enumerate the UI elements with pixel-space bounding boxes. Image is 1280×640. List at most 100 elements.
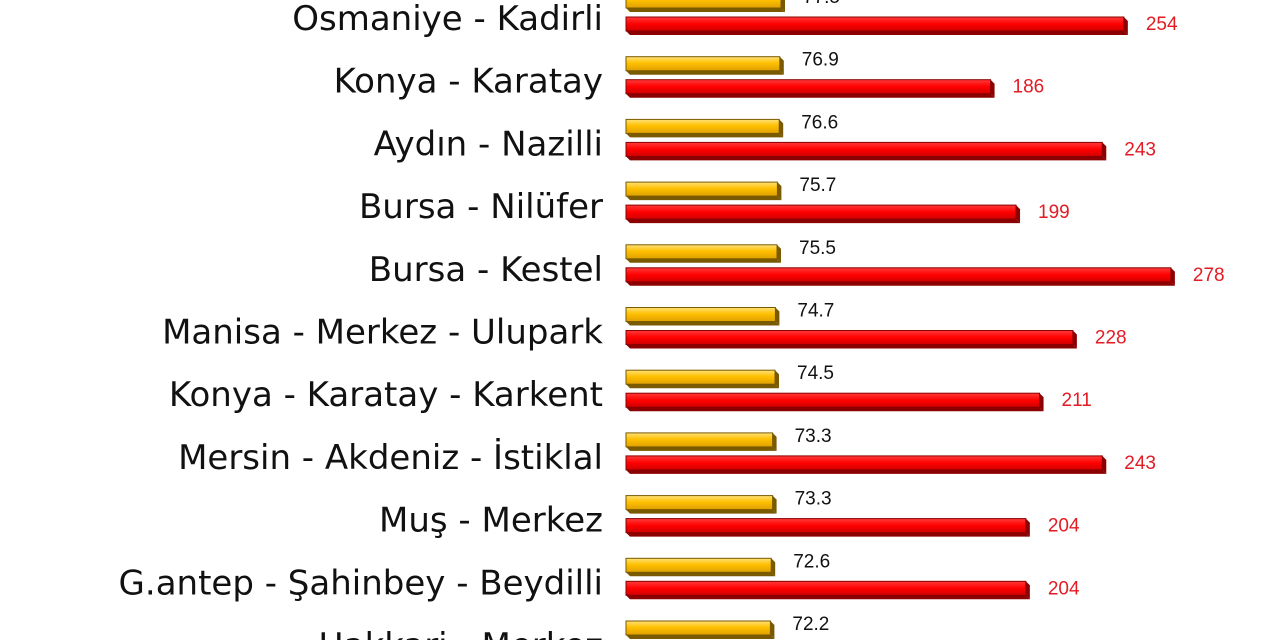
bar-series-a xyxy=(625,0,785,12)
bar-series-b xyxy=(625,267,1175,286)
bar-series-b-front xyxy=(625,204,1017,220)
value-label-a: 72.2 xyxy=(792,614,829,635)
bar-series-b-bottom xyxy=(626,281,1175,286)
bar-series-a-side xyxy=(777,244,781,263)
category-label: Manisa - Merkez - Ulupark xyxy=(162,313,603,353)
bar-series-a-side xyxy=(779,56,784,75)
bar-series-a-bottom xyxy=(626,70,784,75)
category-label: Muş - Merkez xyxy=(379,501,603,541)
bar-series-b-front xyxy=(625,580,1027,596)
bar-series-b-side xyxy=(1025,581,1030,600)
bar-series-b xyxy=(625,518,1030,537)
bar-series-a-front xyxy=(625,495,774,511)
bar-series-a xyxy=(625,369,779,389)
value-label-b: 243 xyxy=(1124,453,1156,474)
bar-series-b xyxy=(625,330,1077,349)
category-label: Bursa - Nilüfer xyxy=(359,187,603,227)
bar-series-a xyxy=(625,432,777,451)
bar-series-b-bottom xyxy=(626,93,995,98)
bar-series-b xyxy=(625,16,1128,35)
bar-series-a xyxy=(625,557,776,577)
bar-series-a-front xyxy=(625,0,782,9)
category-label: G.antep - Şahinbey - Beydilli xyxy=(119,563,603,603)
bar-series-a-side xyxy=(775,370,779,389)
bar-series-b-side xyxy=(1102,455,1107,474)
bar-series-a-bottom xyxy=(626,635,775,639)
bar-series-a-front xyxy=(625,118,780,134)
category-label: Aydın - Nazilli xyxy=(374,124,603,164)
category-label: Hakkari - Merkez xyxy=(318,626,603,640)
bar-series-b xyxy=(625,455,1107,474)
value-label-a: 76.6 xyxy=(801,112,838,133)
value-label-b: 186 xyxy=(1013,77,1045,98)
value-label-b: 254 xyxy=(1146,14,1178,35)
bar-series-a-front xyxy=(625,56,781,72)
bar-series-a-bottom xyxy=(626,196,782,201)
bar-series-b-side xyxy=(990,79,995,98)
value-label-a: 73.3 xyxy=(795,489,832,510)
bar-series-a-side xyxy=(772,495,777,514)
bar-series-a-bottom xyxy=(626,133,784,138)
bar-series-a xyxy=(625,56,784,75)
value-label-a: 73.3 xyxy=(795,426,832,447)
bar-series-b-side xyxy=(1170,267,1175,286)
value-label-b: 278 xyxy=(1193,265,1225,286)
bar-series-b-front xyxy=(625,141,1103,157)
bar-series-b-front xyxy=(625,79,992,95)
value-label-b: 228 xyxy=(1095,328,1127,349)
bar-series-a xyxy=(625,181,782,201)
bar-series-a xyxy=(625,620,775,639)
bar-series-a-bottom xyxy=(626,446,777,451)
bar-series-a-side xyxy=(775,307,780,326)
value-label-a: 77.5 xyxy=(803,0,840,8)
bar-series-a xyxy=(625,118,784,138)
bar-series-a-bottom xyxy=(626,8,785,12)
bar-series-b-front xyxy=(625,392,1041,408)
bar-series-b-bottom xyxy=(626,156,1107,161)
bar-series-a-front xyxy=(625,244,778,260)
bar-series-b-front xyxy=(625,330,1074,345)
bar-series-a xyxy=(625,244,781,263)
bar-series-a-front xyxy=(625,307,776,322)
bar-series-b xyxy=(625,580,1030,600)
bar-series-b xyxy=(625,392,1044,412)
value-label-b: 204 xyxy=(1048,578,1080,599)
bar-series-a-front xyxy=(625,369,776,385)
bar-series-a-front xyxy=(625,620,771,636)
bar-series-a-side xyxy=(779,119,784,138)
bar-series-a-bottom xyxy=(626,384,779,389)
bar-series-a-front xyxy=(625,432,774,448)
bar-series-a-bottom xyxy=(626,572,776,577)
category-label: Konya - Karatay xyxy=(334,62,603,102)
bar-series-a-front xyxy=(625,557,772,573)
bar-series-a-bottom xyxy=(626,509,777,514)
value-label-a: 76.9 xyxy=(802,50,839,71)
bar-series-b-front xyxy=(625,267,1172,283)
bar-series-b-front xyxy=(625,16,1125,32)
category-label: Mersin - Akdeniz - İstiklal xyxy=(178,438,603,478)
category-label: Osmaniye - Kadirli xyxy=(292,0,603,39)
bar-series-a-side xyxy=(771,558,776,577)
bar-series-a xyxy=(625,307,780,326)
bar-series-b-side xyxy=(1072,330,1077,349)
bar-series-b-side xyxy=(1102,142,1107,161)
bar-series-b xyxy=(625,204,1021,224)
value-label-a: 74.5 xyxy=(797,363,834,384)
bar-series-b-front xyxy=(625,455,1103,471)
bar-series-b-side xyxy=(1025,518,1030,537)
value-label-b: 204 xyxy=(1048,516,1080,537)
bar-series-b-side xyxy=(1123,17,1128,35)
bar-series-a-front xyxy=(625,181,778,197)
bar-series-b-bottom xyxy=(626,469,1107,474)
value-label-a: 75.5 xyxy=(799,238,836,259)
bar-series-a-bottom xyxy=(626,321,780,326)
bar-series-b-bottom xyxy=(626,219,1021,224)
value-label-a: 75.7 xyxy=(799,175,836,196)
bar-series-b-front xyxy=(625,518,1027,534)
value-label-b: 199 xyxy=(1038,202,1070,223)
bar-series-a-bottom xyxy=(626,258,781,263)
category-label: Konya - Karatay - Karkent xyxy=(169,375,603,415)
value-label-a: 72.6 xyxy=(793,551,830,572)
bar-series-b-side xyxy=(1039,393,1044,412)
bar-series-b-bottom xyxy=(626,31,1128,35)
